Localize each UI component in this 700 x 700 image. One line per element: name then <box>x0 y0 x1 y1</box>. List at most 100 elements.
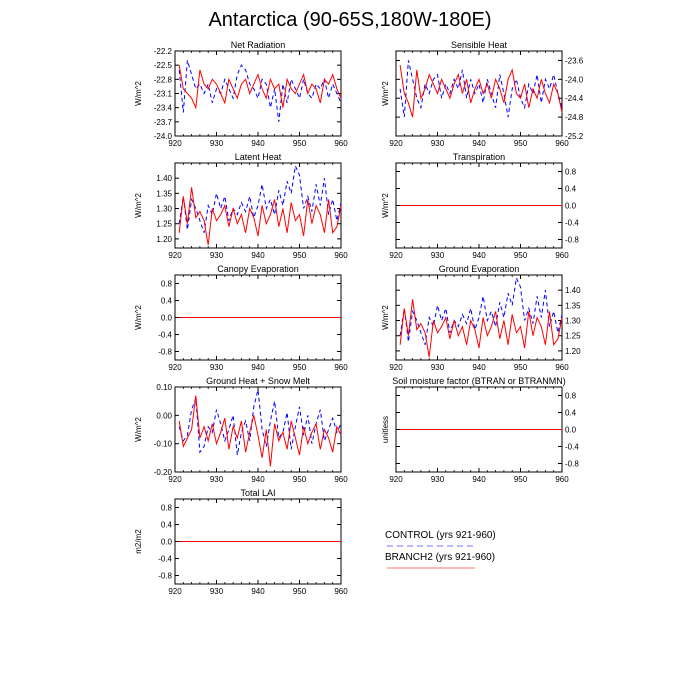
y-tick-label: 1.35 <box>565 301 581 310</box>
figure-title: Antarctica (90-65S,180W-180E) <box>208 9 492 31</box>
y-tick-label: -22.5 <box>154 61 173 70</box>
y-tick-label: 0.0 <box>565 202 577 211</box>
x-tick-label: 950 <box>514 363 528 372</box>
panel-title: Latent Heat <box>235 152 282 162</box>
panel-7: Ground Heat + Snow Melt W/m^2 920 930 940 950… <box>134 376 348 484</box>
x-tick-label: 940 <box>251 363 265 372</box>
x-tick-label: 940 <box>472 475 486 484</box>
y-axis-label: W/m^2 <box>134 305 143 330</box>
y-tick-label: -0.4 <box>565 443 579 452</box>
y-tick-label: -24.0 <box>565 75 584 84</box>
x-tick-label: 960 <box>555 251 569 260</box>
y-tick-label: 1.40 <box>156 174 172 183</box>
x-tick-label: 940 <box>251 139 265 148</box>
y-tick-label: 1.25 <box>565 332 581 341</box>
y-tick-label: -25.2 <box>565 132 584 141</box>
x-tick-label: 950 <box>514 475 528 484</box>
y-tick-label: 0.8 <box>565 392 577 401</box>
y-tick-label: -0.8 <box>565 236 579 245</box>
x-tick-label: 920 <box>168 139 182 148</box>
x-tick-label: 960 <box>555 475 569 484</box>
y-axis-label: W/m^2 <box>381 305 390 330</box>
y-tick-label: 0.4 <box>565 185 577 194</box>
x-tick-label: 930 <box>431 251 445 260</box>
panel-5: Canopy Evaporation W/m^2 920 930 940 950 960 -0… <box>134 264 348 372</box>
y-tick-label: 0.0 <box>565 426 577 435</box>
panel-1: Net Radiation W/m^2 920 930 940 950 960 -24.0 -2… <box>134 40 348 148</box>
x-tick-label: 960 <box>334 139 348 148</box>
x-tick-label: 920 <box>389 251 403 260</box>
y-axis-label: unitless <box>381 416 390 443</box>
x-tick-label: 950 <box>293 587 307 596</box>
y-tick-label: -24.0 <box>154 132 173 141</box>
x-tick-label: 950 <box>514 251 528 260</box>
legend-swatch-branch2 <box>387 567 475 569</box>
x-tick-label: 960 <box>334 363 348 372</box>
y-axis-label: W/m^2 <box>381 81 390 106</box>
panel-title: Ground Evaporation <box>439 264 520 274</box>
x-tick-label: 960 <box>334 475 348 484</box>
x-tick-label: 950 <box>514 139 528 148</box>
y-axis-label: W/m^2 <box>134 81 143 106</box>
series-line-control <box>178 164 342 233</box>
y-tick-label: -0.8 <box>158 348 172 357</box>
y-tick-label: -0.4 <box>158 331 172 340</box>
x-tick-label: 930 <box>210 139 224 148</box>
y-tick-label: -0.4 <box>158 555 172 564</box>
y-tick-label: -24.8 <box>565 113 584 122</box>
x-tick-label: 930 <box>210 363 224 372</box>
y-tick-label: -23.6 <box>565 56 584 65</box>
x-tick-label: 920 <box>389 139 403 148</box>
series-line-branch2 <box>178 187 342 246</box>
x-tick-label: 960 <box>334 587 348 596</box>
y-tick-label: 0.0 <box>161 314 173 323</box>
x-tick-label: 950 <box>293 139 307 148</box>
y-tick-label: 1.35 <box>156 189 172 198</box>
legend-swatch-control <box>387 545 475 547</box>
y-tick-label: -0.20 <box>154 468 173 477</box>
x-tick-label: 950 <box>293 475 307 484</box>
y-tick-label: 1.30 <box>565 317 581 326</box>
y-axis-label: W/m^2 <box>381 193 390 218</box>
x-tick-label: 920 <box>168 363 182 372</box>
y-tick-label: 0.10 <box>156 383 172 392</box>
y-tick-label: -23.4 <box>154 104 173 113</box>
x-tick-label: 930 <box>210 587 224 596</box>
x-tick-label: 930 <box>210 475 224 484</box>
x-tick-label: 930 <box>431 139 445 148</box>
x-tick-label: 940 <box>251 475 265 484</box>
y-tick-label: 1.20 <box>156 235 172 244</box>
x-tick-label: 930 <box>431 475 445 484</box>
x-tick-label: 960 <box>555 139 569 148</box>
x-tick-label: 940 <box>472 139 486 148</box>
y-tick-label: -23.1 <box>154 90 173 99</box>
series-line-control <box>178 60 342 122</box>
y-tick-label: -23.7 <box>154 118 173 127</box>
y-tick-label: 0.8 <box>161 504 173 513</box>
x-tick-label: 940 <box>472 251 486 260</box>
y-tick-label: -0.8 <box>158 572 172 581</box>
y-tick-label: -22.8 <box>154 75 173 84</box>
x-tick-label: 930 <box>210 251 224 260</box>
panel-title: Net Radiation <box>231 40 286 50</box>
series-line-branch2 <box>178 65 342 110</box>
legend-entry-control: CONTROL (yrs 921-960) <box>385 530 496 552</box>
series-line-branch2 <box>399 65 563 118</box>
y-tick-label: 0.0 <box>161 538 173 547</box>
x-tick-label: 920 <box>389 363 403 372</box>
panel-2: Sensible Heat W/m^2 920 930 940 950 960-25.2 -2… <box>381 40 584 148</box>
series-line-branch2 <box>178 395 342 467</box>
x-tick-label: 940 <box>251 587 265 596</box>
y-tick-label: -22.2 <box>154 47 173 56</box>
x-tick-label: 950 <box>293 251 307 260</box>
legend-entry-branch2: BRANCH2 (yrs 921-960) <box>385 552 496 574</box>
y-tick-label: 0.00 <box>156 411 172 420</box>
legend: CONTROL (yrs 921-960) BRANCH2 (yrs 921-9… <box>385 530 496 574</box>
y-tick-label: 0.8 <box>565 168 577 177</box>
y-tick-label: 0.4 <box>161 297 173 306</box>
panel-3: Latent Heat W/m^2 920 930 940 950 960 1.20 1.25 1… <box>134 152 348 260</box>
panel-title: Canopy Evaporation <box>217 264 299 274</box>
y-tick-label: -24.4 <box>565 94 584 103</box>
x-tick-label: 950 <box>293 363 307 372</box>
